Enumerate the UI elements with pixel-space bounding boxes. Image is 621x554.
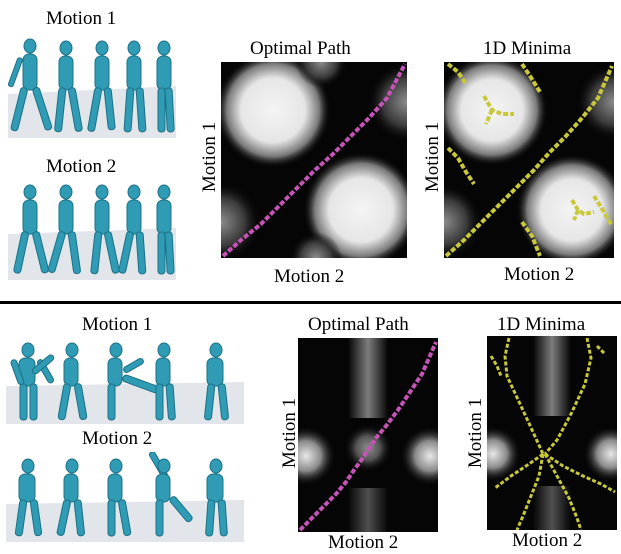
- section-divider: [0, 301, 621, 304]
- bottom-minima-title: 1D Minima: [497, 314, 586, 335]
- bottom-motion2-figures: [6, 452, 244, 542]
- top-optimal-path-heatmap: [221, 62, 407, 258]
- top-motion1-figures: [8, 34, 176, 138]
- bottom-minima-xlabel: Motion 2: [512, 530, 583, 551]
- top-minima-xlabel: Motion 2: [504, 264, 575, 285]
- top-motion1-label: Motion 1: [46, 8, 117, 29]
- top-optimal-path-title: Optimal Path: [250, 38, 351, 59]
- bottom-optimal-path-title: Optimal Path: [308, 314, 409, 335]
- bottom-motion1-figures: [6, 338, 244, 424]
- top-motion2-figures: [8, 182, 176, 280]
- bottom-motion1-label: Motion 1: [82, 314, 153, 335]
- top-motion2-label: Motion 2: [46, 156, 117, 177]
- bottom-minima-ylabel: Motion 1: [465, 397, 486, 469]
- bottom-path-xlabel: Motion 2: [328, 532, 399, 553]
- top-path-ylabel: Motion 1: [199, 121, 220, 193]
- bottom-motion2-label: Motion 2: [82, 428, 153, 449]
- bottom-optimal-path-heatmap: [298, 338, 438, 532]
- top-minima-title: 1D Minima: [483, 38, 572, 59]
- top-path-xlabel: Motion 2: [274, 266, 345, 287]
- top-minima-heatmap: [444, 62, 614, 258]
- top-minima-ylabel: Motion 1: [422, 121, 443, 193]
- bottom-minima-heatmap: [487, 336, 617, 530]
